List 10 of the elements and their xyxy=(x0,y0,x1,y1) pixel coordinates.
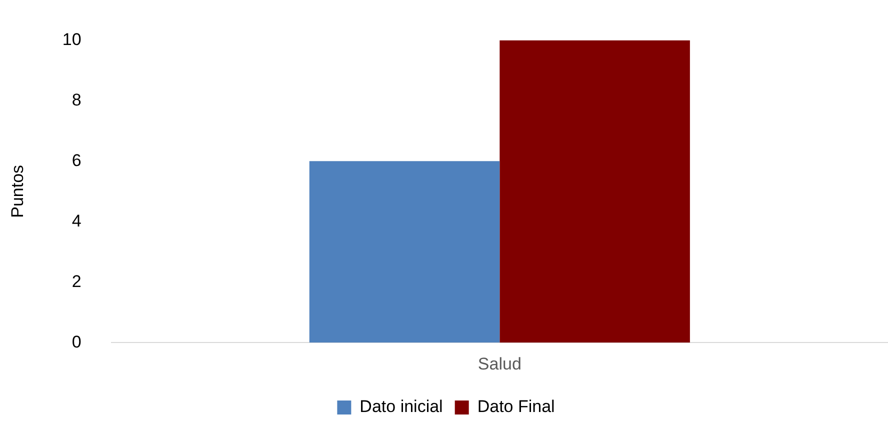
y-tick-label: 10 xyxy=(62,30,82,49)
y-tick-label: 8 xyxy=(72,90,82,110)
y-tick-label: 6 xyxy=(72,150,82,170)
legend-label: Dato Final xyxy=(477,397,555,416)
y-tick-label: 2 xyxy=(72,272,82,291)
y-tick-label: 4 xyxy=(72,211,82,230)
y-tick-label: 0 xyxy=(72,332,82,352)
y-axis-title: Puntos xyxy=(8,164,27,218)
legend-label: Dato inicial xyxy=(360,397,443,416)
x-tick-label: Salud xyxy=(478,354,522,374)
